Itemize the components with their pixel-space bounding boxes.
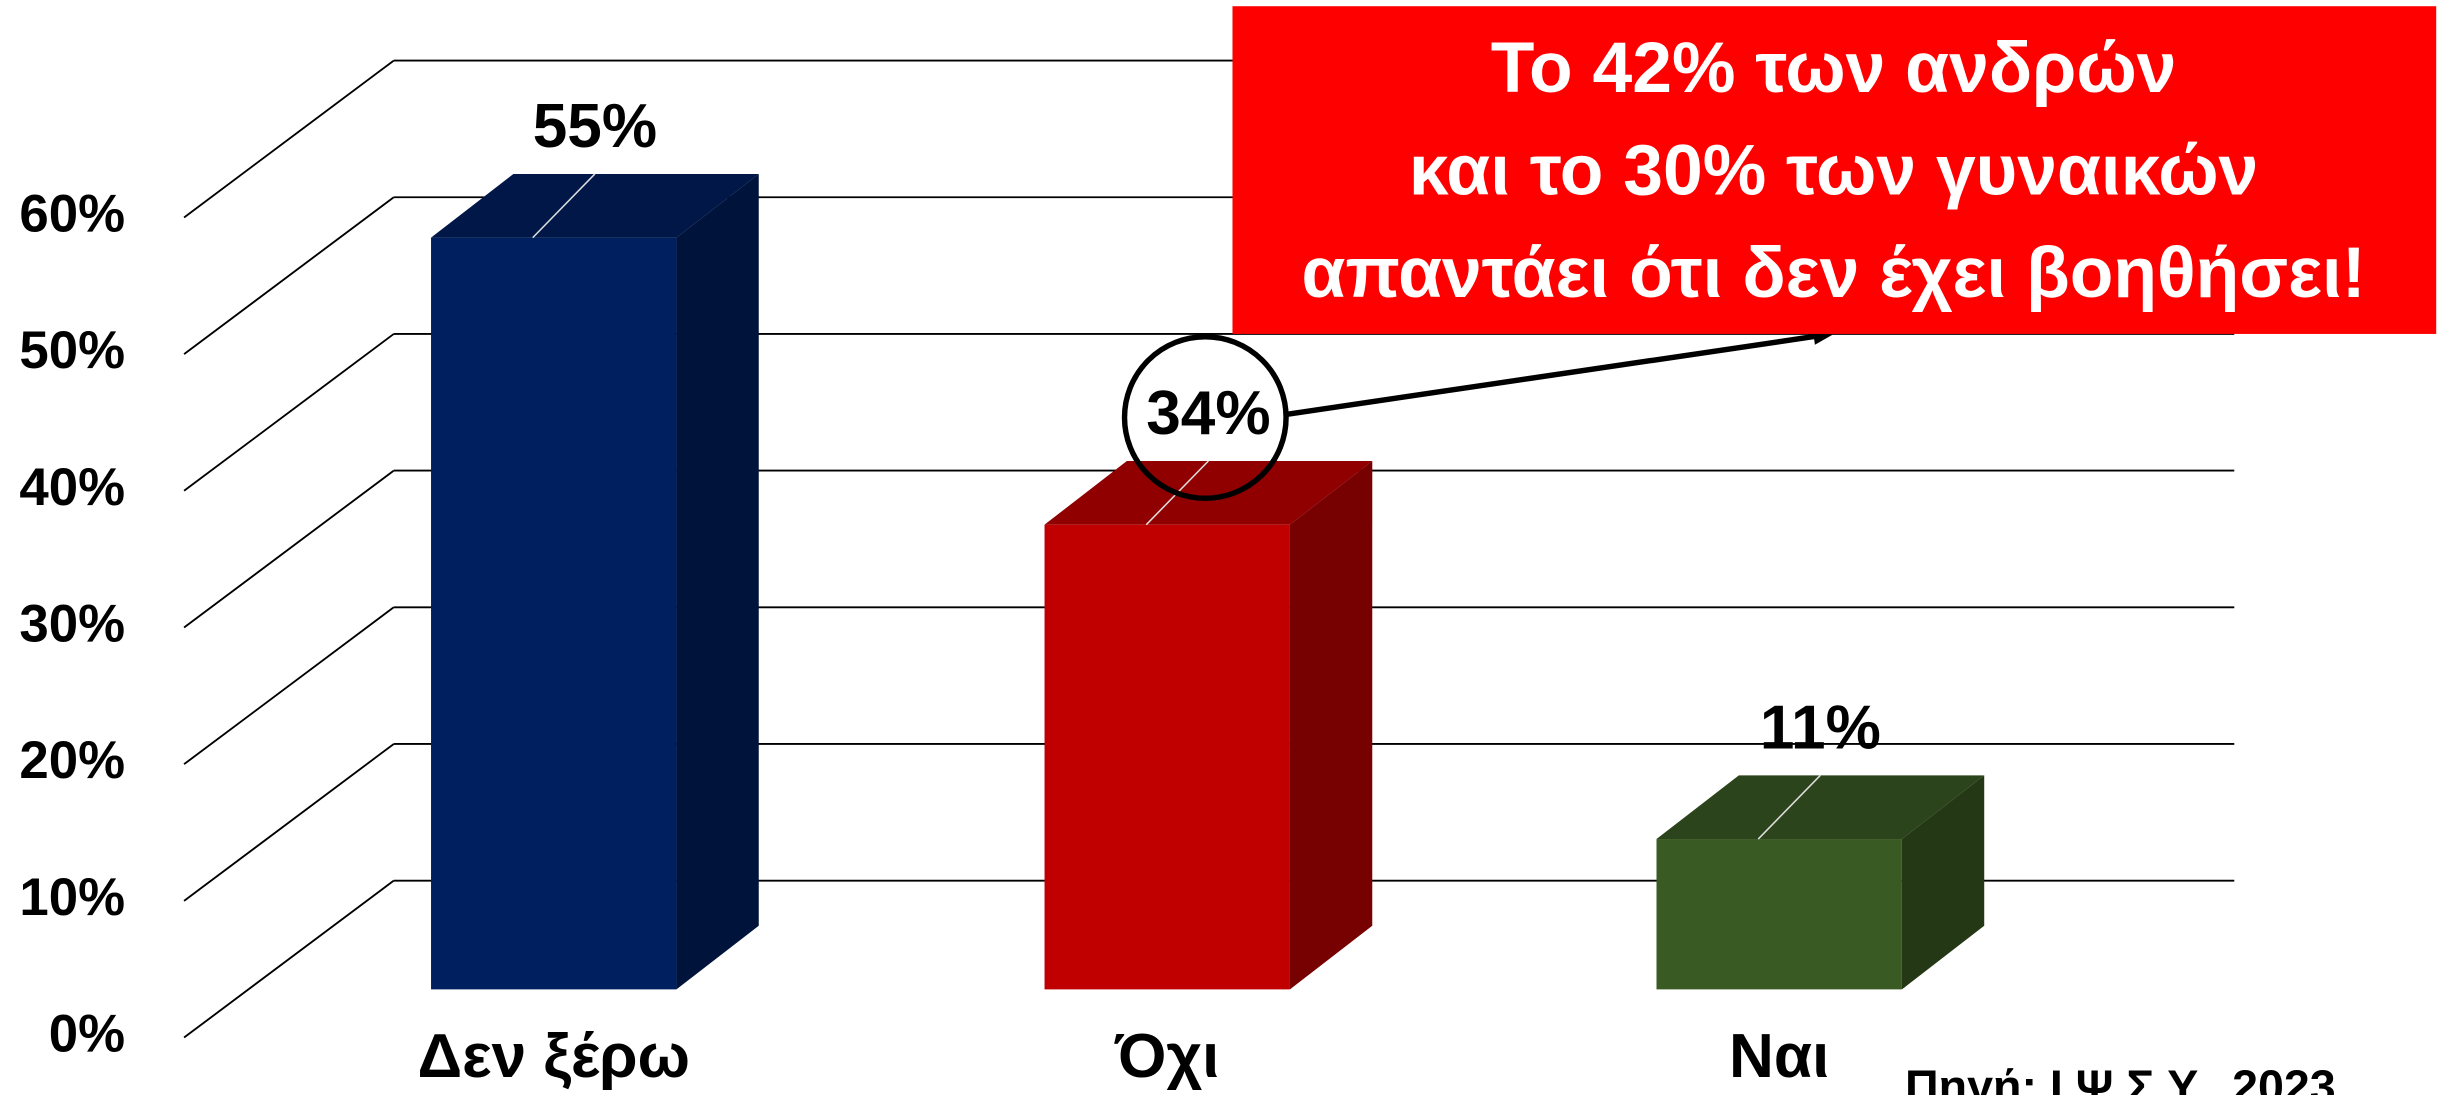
annotations: Το 42% των ανδρών και το 30% των γυναικών…: [1121, 6, 2437, 1095]
y-tick-label: 50%: [19, 321, 125, 380]
bar-top: [431, 173, 759, 238]
bar: [431, 173, 759, 990]
grid-line: [183, 59, 395, 219]
bar: [1656, 774, 1985, 990]
highlight-circle: [1121, 334, 1289, 501]
bar-front: [1656, 839, 1902, 990]
x-tick-label: Δεν ξέρω: [417, 1022, 690, 1091]
label-leader: [532, 173, 596, 239]
bar-top: [1044, 460, 1373, 525]
grid-line: [183, 333, 395, 492]
y-tick-label: 40%: [19, 458, 125, 517]
annotation-box: [1232, 6, 2437, 334]
x-tick-label: Όχι: [1114, 1022, 1219, 1091]
grid-line: [183, 879, 395, 1039]
value-label: 11%: [1760, 693, 1881, 762]
arrow-line: [1285, 332, 1822, 418]
annotation-text: απαντάει ότι δεν έχει βοηθήσει!: [1301, 233, 2365, 313]
bar-side: [1289, 460, 1373, 990]
annotation-text: Το 42% των ανδρών: [1491, 28, 2177, 108]
grid-line: [183, 196, 395, 355]
y-tick-label: 0%: [49, 1004, 125, 1063]
bar-front: [1044, 524, 1290, 990]
y-tick-label: 60%: [19, 184, 125, 243]
grid-line: [183, 606, 395, 765]
bar-top: [1656, 775, 1985, 840]
bars: 55% Δεν ξέρω 34% Όχι 11% Ναι: [417, 92, 1985, 1091]
x-tick-label: Ναι: [1729, 1022, 1829, 1091]
value-label: 34%: [1146, 379, 1270, 448]
bar-front: [431, 237, 677, 990]
y-tick-label: 30%: [19, 594, 125, 653]
y-tick-label: 20%: [19, 731, 125, 790]
y-tick-label: 10%: [19, 868, 125, 927]
bar-side: [676, 173, 759, 990]
annotation-text: και το 30% των γυναικών: [1409, 130, 2258, 210]
bar: [1044, 460, 1373, 990]
label-leader: [1757, 774, 1821, 840]
grid-line: [183, 469, 395, 629]
grid-line: [183, 743, 395, 902]
bar-side: [1901, 775, 1985, 990]
source-note: Πηγή: Ι.Ψ.Σ.Υ., 2023: [1905, 1061, 2336, 1095]
value-label: 55%: [533, 92, 657, 161]
